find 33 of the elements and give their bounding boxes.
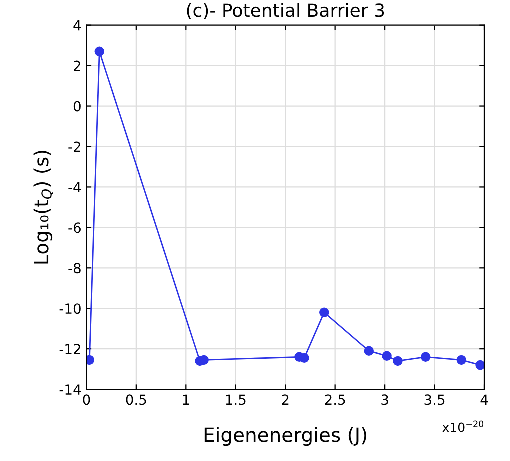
text: x10$^{−20}$ [442,420,484,432]
x-tick-label: 2 [282,394,289,405]
y-axis-title: Log₁₀(t$_{Q}$) (s) [34,150,54,264]
point [393,356,403,366]
point [86,355,95,366]
x-tick-label: 0 [83,394,90,406]
y-tick-label: -6 [68,222,81,234]
point [364,346,374,356]
y-tick-label: -10 [60,304,81,314]
x-tick-label: 0.5 [126,394,146,406]
y-tick-label: -12 [60,344,80,354]
chart-title: (c)- Potential Barrier 3 [187,3,384,20]
x-tick-label: 4 [480,394,488,405]
x-tick-label: 3.5 [424,394,445,406]
y-tick-label: -4 [68,182,82,192]
y-tick-label: 2 [74,60,80,72]
x-tick-label: 2.5 [325,394,346,406]
y-tick-label: -14 [60,384,82,395]
point [420,352,431,362]
point [300,353,310,364]
y-tick-label: -8 [68,263,81,274]
y-tick-label: 0 [74,101,81,112]
point [476,360,484,370]
x-tick-label: 1 [183,394,190,405]
point [320,308,330,318]
point [456,355,466,366]
y-tick-label: -2 [68,142,80,152]
x-axis-title: Eigenenergies (J) [204,427,366,446]
x-tick-label: 3 [382,394,388,406]
y-tick-label: 4 [74,20,82,31]
point [94,46,104,57]
point [382,351,392,362]
x-tick-label: 1.5 [226,394,246,406]
